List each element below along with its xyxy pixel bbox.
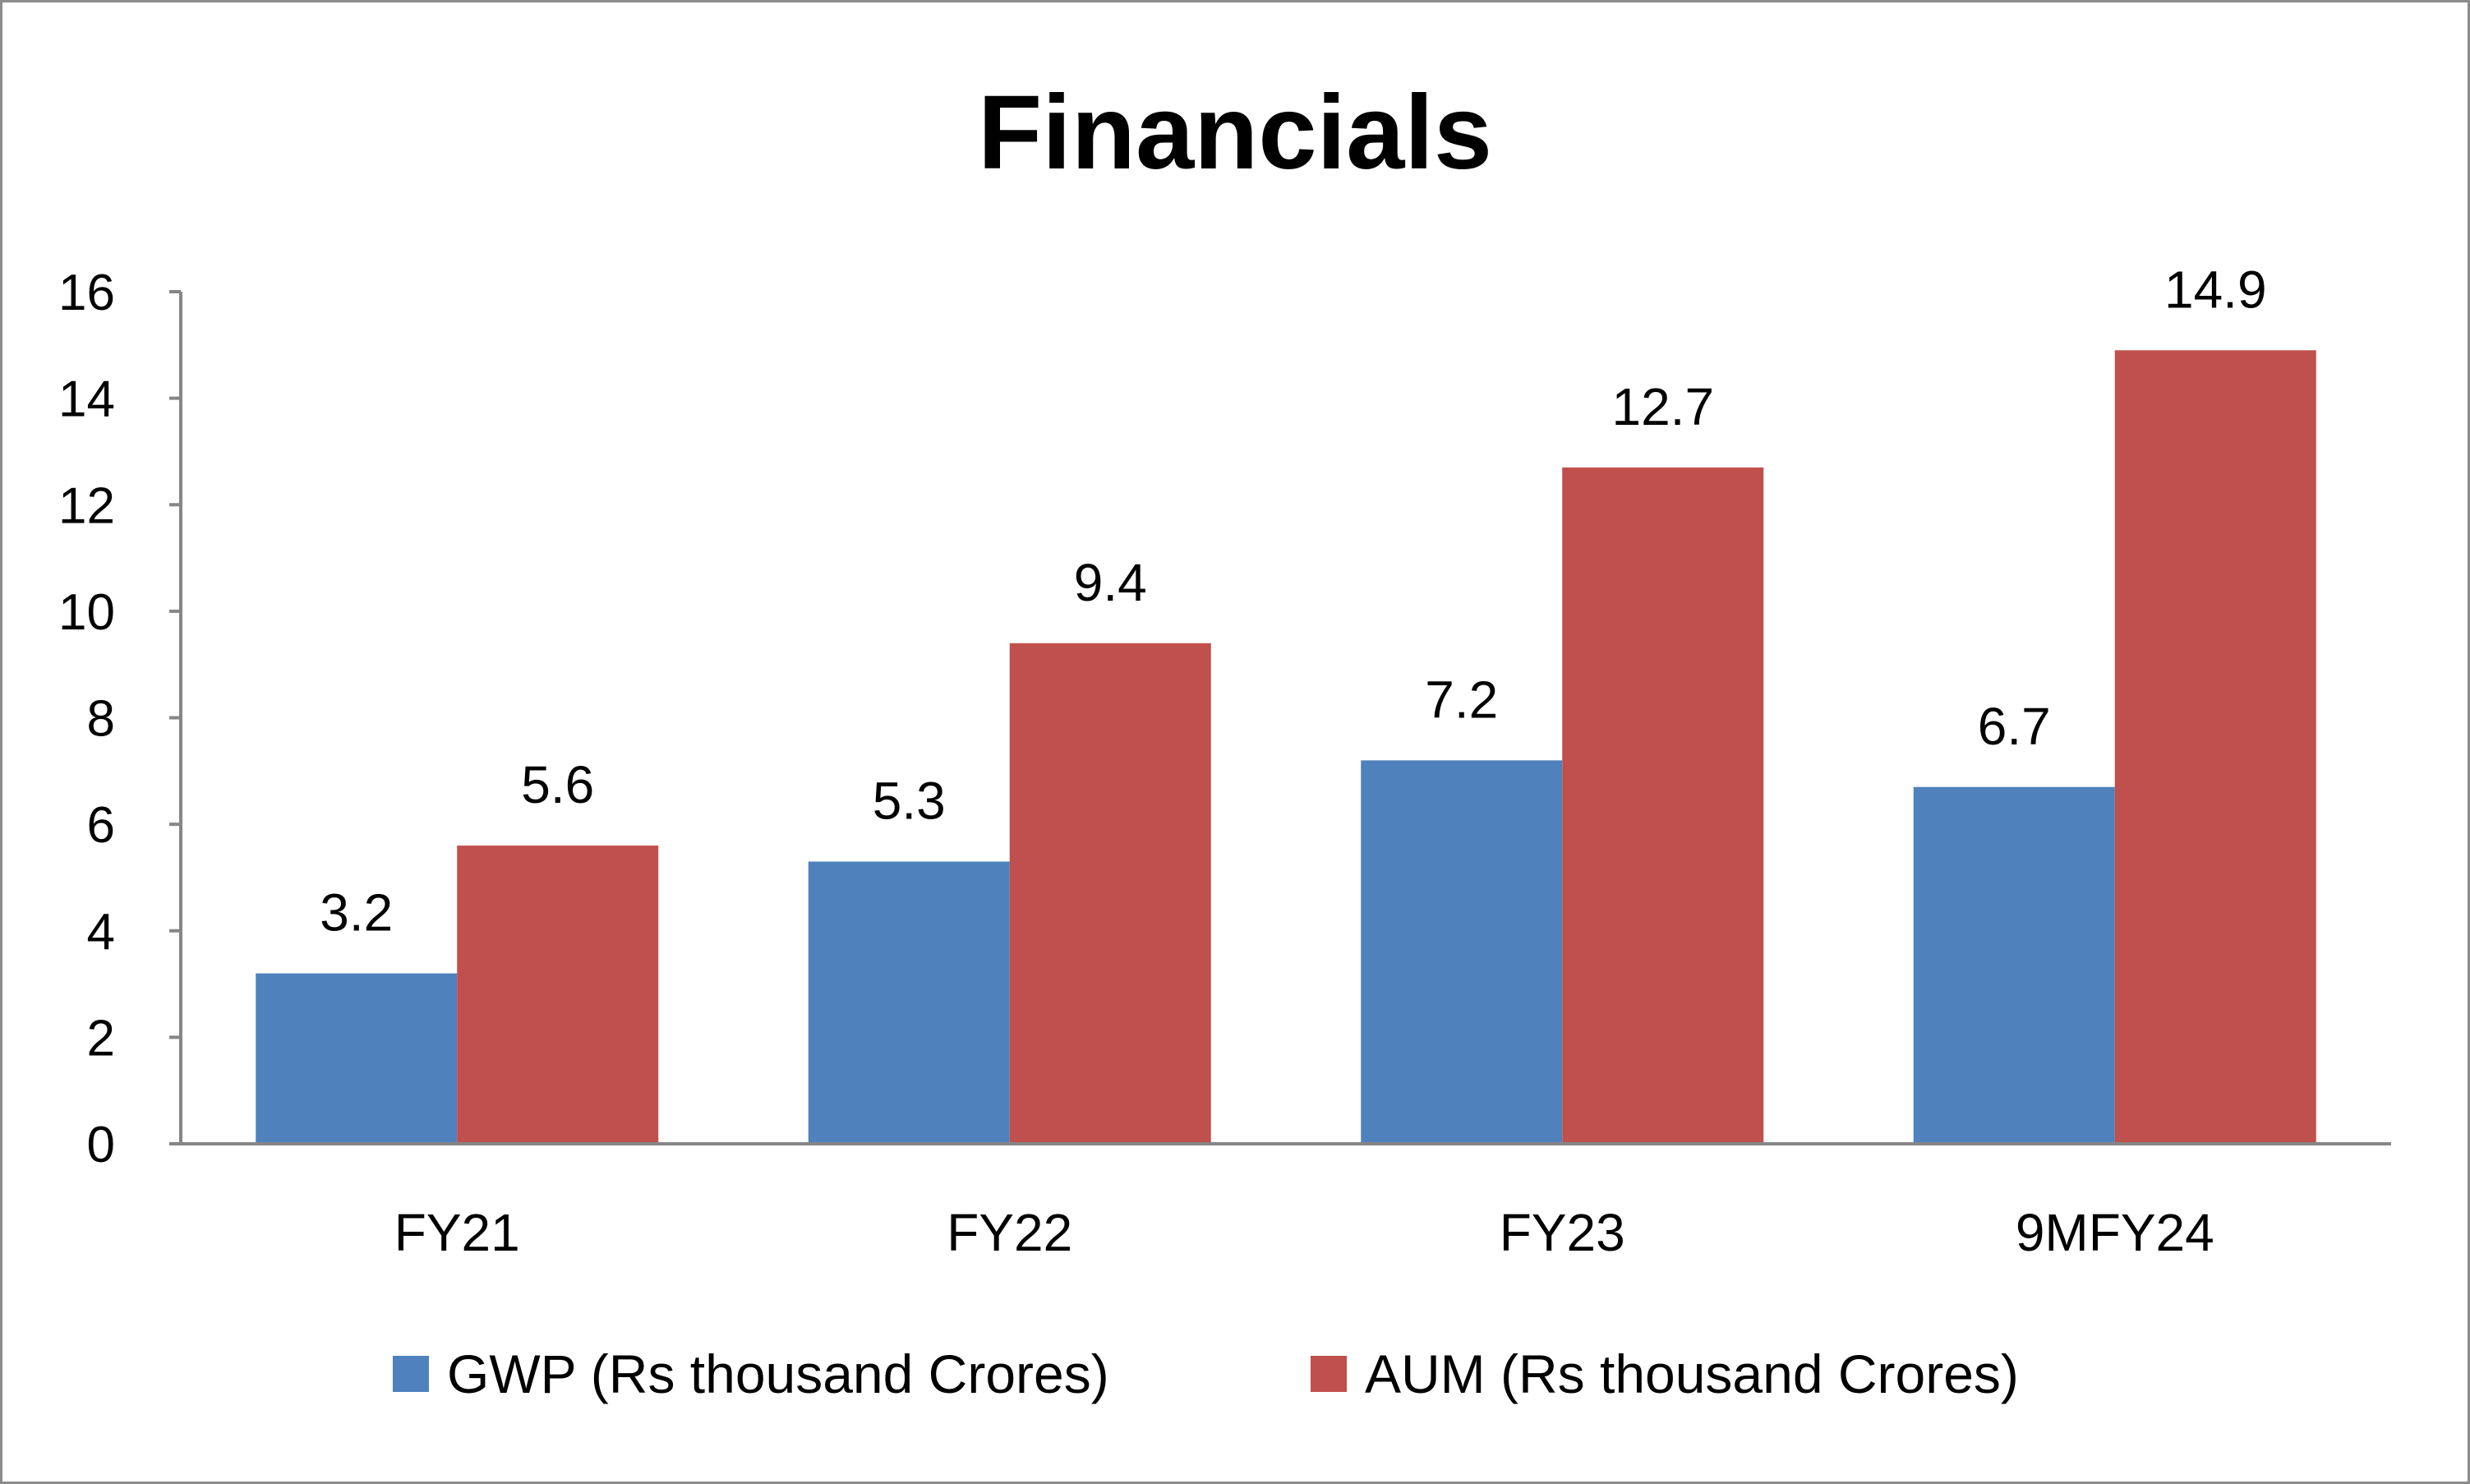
y-tick-label: 12	[58, 477, 115, 534]
y-tick-label: 16	[58, 265, 115, 321]
data-label: 6.7	[1978, 697, 2051, 756]
bar-gwp	[256, 973, 458, 1144]
x-tick-label: 9MFY24	[2016, 1203, 2214, 1262]
data-label: 9.4	[1074, 553, 1147, 612]
bar-aum	[457, 846, 659, 1144]
legend-label: GWP (Rs thousand Crores)	[447, 1343, 1109, 1404]
data-label: 5.6	[521, 755, 594, 814]
y-tick-label: 10	[58, 584, 115, 641]
bar-aum	[1562, 467, 1764, 1144]
bar-gwp	[1361, 760, 1563, 1144]
bar-aum	[2114, 350, 2316, 1144]
data-label: 7.2	[1425, 670, 1498, 729]
x-tick-label: FY22	[947, 1203, 1072, 1262]
y-tick-label: 14	[58, 371, 115, 428]
x-axis-ticks: FY21 FY22 FY23 9MFY24	[394, 1203, 2214, 1262]
legend-label: AUM (Rs thousand Crores)	[1365, 1343, 2019, 1404]
data-label: 3.2	[320, 883, 393, 942]
data-label: 14.9	[2164, 260, 2267, 319]
data-label: 12.7	[1611, 377, 1714, 436]
y-tick-label: 8	[87, 691, 115, 748]
y-tick-label: 4	[87, 904, 115, 961]
bar-aum	[1009, 643, 1211, 1144]
x-tick-label: FY23	[1500, 1203, 1625, 1262]
y-axis-ticks: 0 2 4 6 8 10 12 14 16	[58, 265, 181, 1173]
legend-swatch-aum	[1311, 1356, 1347, 1392]
y-tick-label: 0	[87, 1117, 115, 1173]
chart-title: Financials	[978, 74, 1492, 191]
y-tick-label: 6	[87, 797, 115, 854]
x-tick-label: FY21	[394, 1203, 520, 1262]
bars	[256, 350, 2316, 1144]
y-tick-label: 2	[87, 1010, 115, 1067]
bar-gwp	[1913, 786, 2115, 1144]
legend: GWP (Rs thousand Crores) AUM (Rs thousand…	[393, 1343, 2019, 1404]
data-labels: 3.2 5.6 5.3 9.4 7.2 12.7 6.7 14.9	[320, 260, 2266, 942]
legend-swatch-gwp	[393, 1356, 429, 1392]
bar-gwp	[808, 861, 1010, 1144]
data-label: 5.3	[873, 771, 946, 830]
